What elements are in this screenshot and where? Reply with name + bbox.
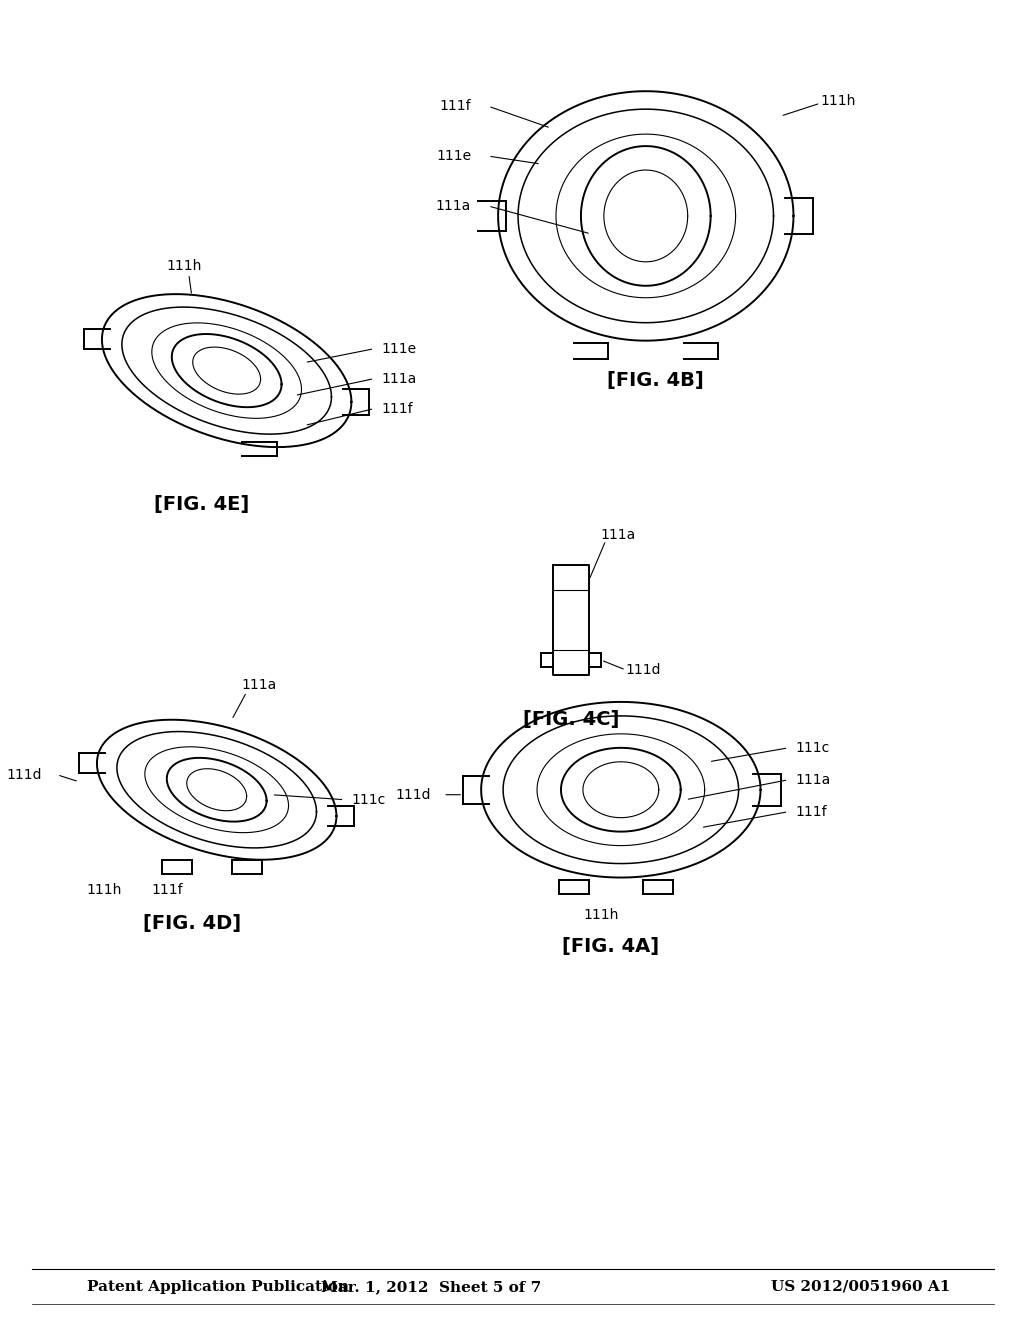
Text: 111a: 111a [242, 678, 276, 692]
Text: 111f: 111f [796, 805, 827, 818]
Text: 111a: 111a [601, 528, 636, 543]
Text: 111h: 111h [166, 259, 202, 273]
Text: 111f: 111f [152, 883, 183, 896]
Text: 111a: 111a [381, 372, 417, 385]
Text: 111a: 111a [796, 772, 830, 787]
Text: 111f: 111f [381, 401, 413, 416]
Text: 111e: 111e [436, 149, 471, 164]
Text: 111c: 111c [351, 793, 386, 807]
Text: 111h: 111h [820, 94, 856, 108]
Text: [FIG. 4D]: [FIG. 4D] [142, 915, 241, 933]
Text: [FIG. 4C]: [FIG. 4C] [523, 710, 620, 729]
Text: 111c: 111c [796, 741, 829, 755]
Text: Patent Application Publication: Patent Application Publication [87, 1279, 349, 1294]
Text: [FIG. 4E]: [FIG. 4E] [154, 495, 250, 515]
Text: 111d: 111d [395, 788, 431, 801]
Text: 111h: 111h [584, 908, 618, 923]
Text: 111a: 111a [436, 199, 471, 213]
Text: 111d: 111d [626, 663, 662, 677]
Text: [FIG. 4A]: [FIG. 4A] [562, 937, 659, 957]
Text: 111f: 111f [439, 99, 471, 114]
Text: US 2012/0051960 A1: US 2012/0051960 A1 [771, 1279, 950, 1294]
Text: [FIG. 4B]: [FIG. 4B] [607, 371, 705, 389]
Text: 111h: 111h [86, 883, 122, 896]
Text: Mar. 1, 2012  Sheet 5 of 7: Mar. 1, 2012 Sheet 5 of 7 [322, 1279, 542, 1294]
Text: 111d: 111d [6, 768, 42, 781]
Text: 111e: 111e [381, 342, 417, 355]
